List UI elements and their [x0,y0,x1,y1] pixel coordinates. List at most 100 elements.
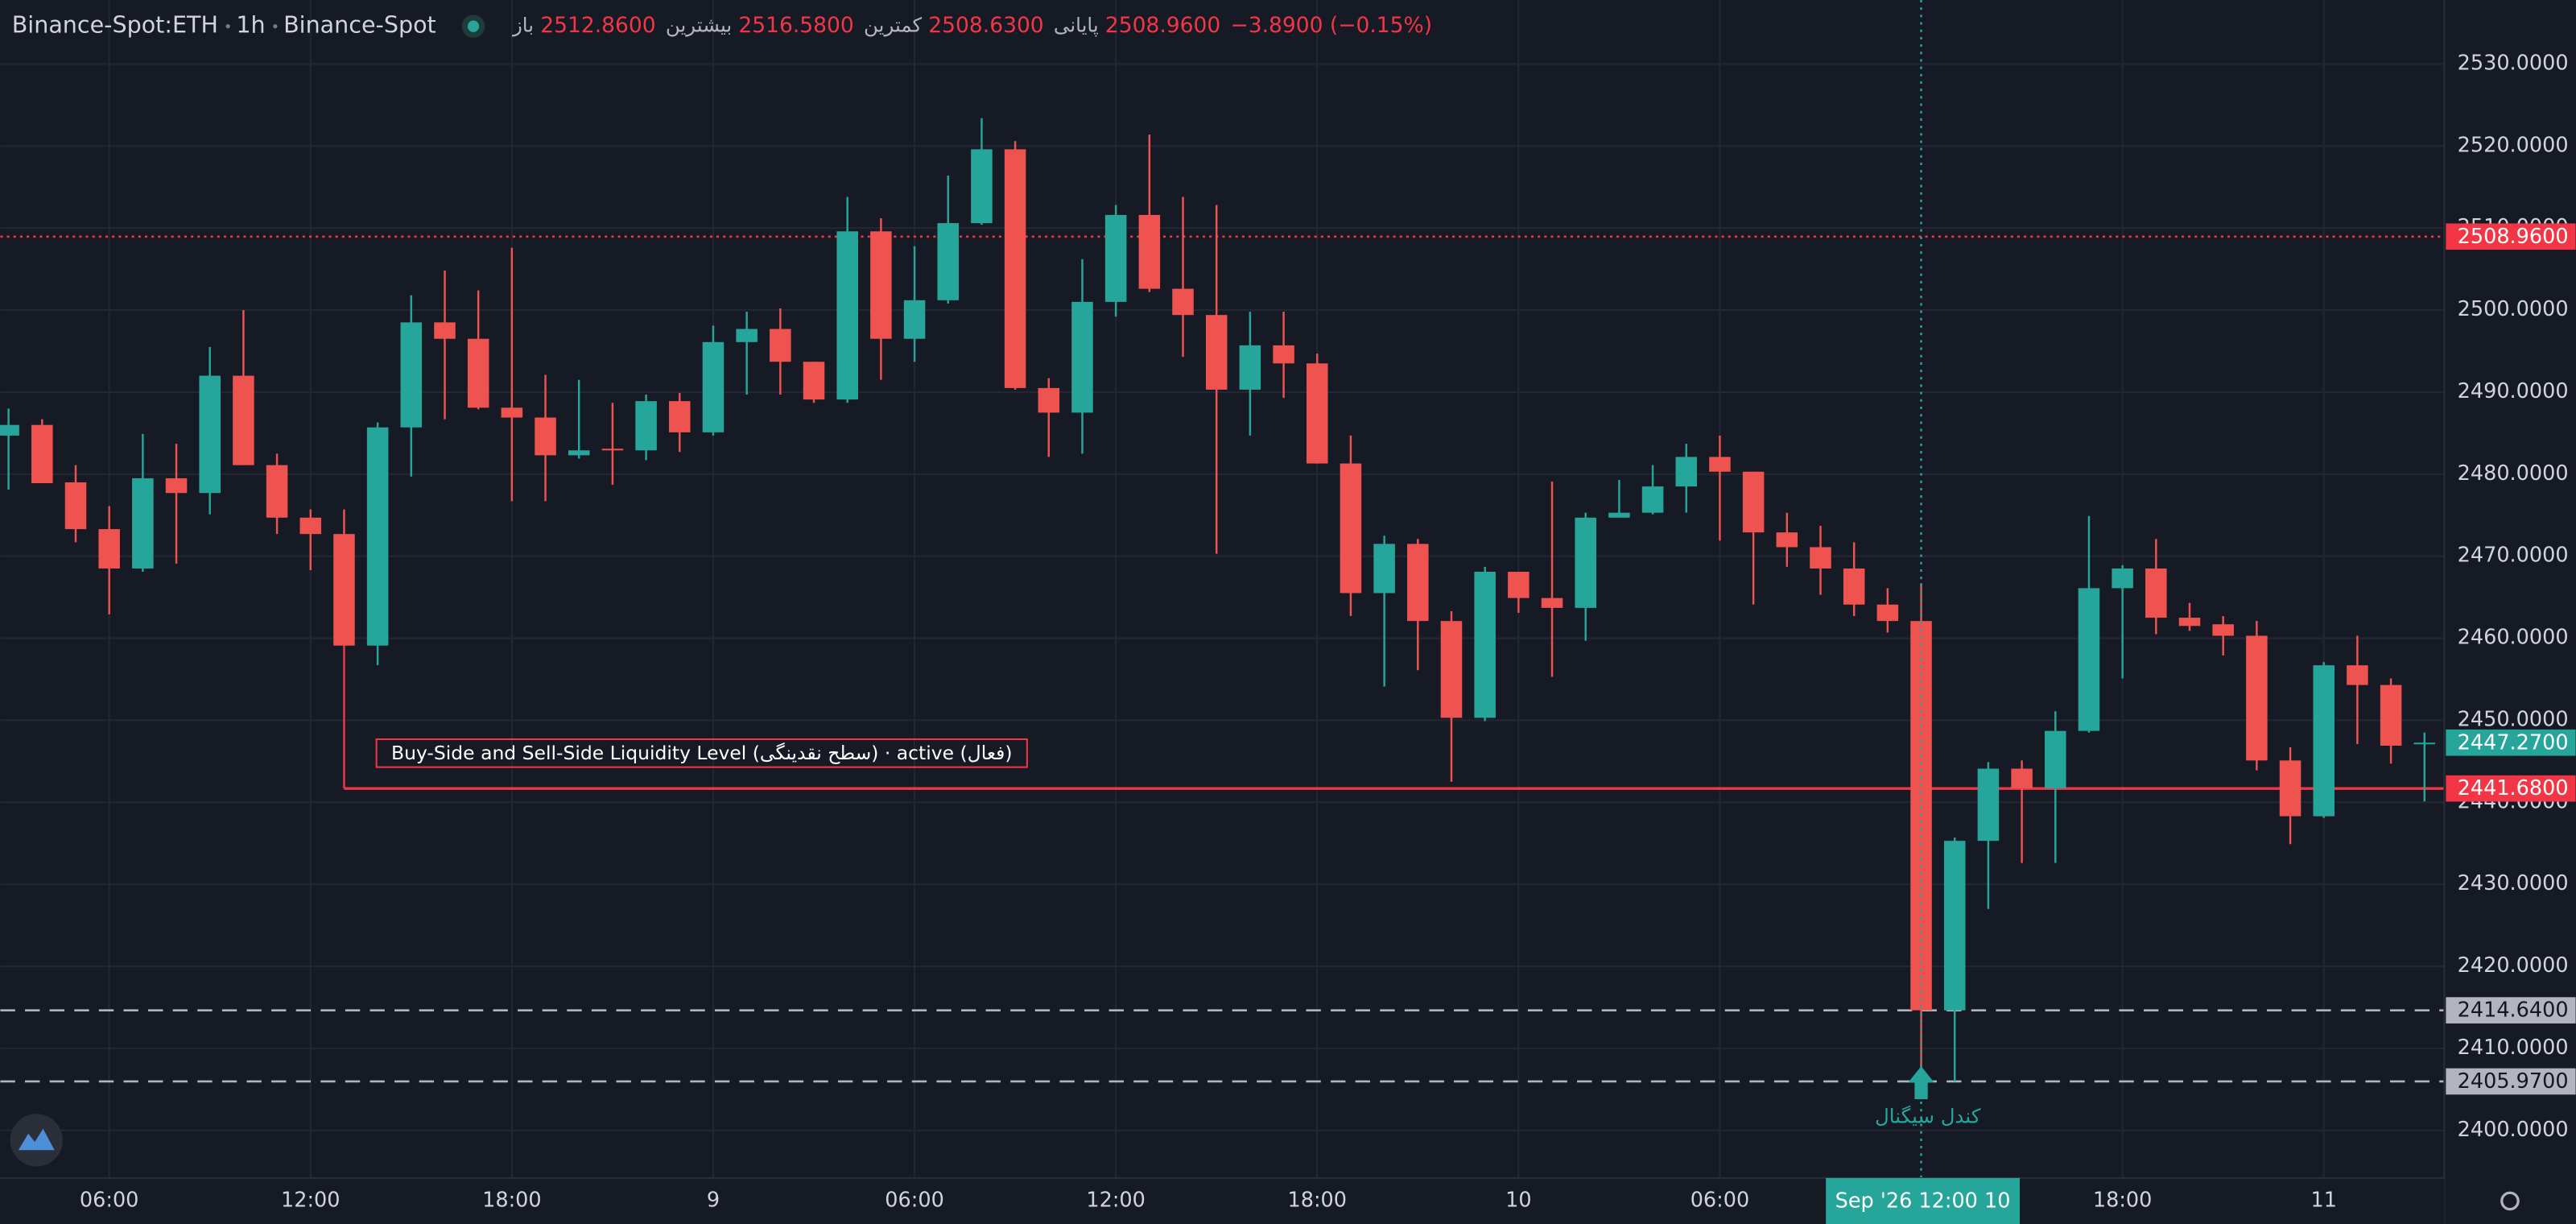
separator [273,23,278,29]
x-tick-label: 11 [2311,1188,2337,1212]
candle-body [2178,618,2201,626]
y-tick-label: 2420.0000 [2458,953,2569,978]
exchange: Binance-Spot [283,11,436,39]
x-tick-label: 9 [707,1188,720,1212]
x-tick-label: 06:00 [1690,1188,1750,1212]
candle-body [2380,684,2402,746]
ohlc-value: 2516.5800 [738,13,853,38]
candle-body [1172,288,1194,316]
ohlc-label: بیشترین [666,14,732,37]
candle-body [1876,604,1899,622]
crosshair-label-box [1826,1177,2020,1224]
candle-body [501,407,523,418]
candle-body [1508,572,1530,598]
candle-body [870,231,892,339]
candle-body [1239,345,1261,390]
candle-body [1340,463,1362,593]
signal-arrow [1908,1066,1934,1099]
y-tick-label: 2520.0000 [2458,133,2569,157]
x-tick-label: 18:00 [1288,1188,1348,1212]
y-tick-label: 2480.0000 [2458,461,2569,486]
candle-body [1373,544,1395,593]
candle-body [2011,768,2033,788]
candle-body [2212,624,2234,636]
x-tick-label: 06:00 [80,1188,139,1212]
candle-body [1138,214,1161,289]
candle-body [400,322,423,428]
price-label: 2441.6800 [2458,776,2569,800]
candle-body [1407,544,1429,622]
candle-body [1575,517,1596,608]
candle-body [1608,512,1630,518]
time-axis-panel [0,1177,2445,1224]
ohlc-value: 2512.8600 [540,13,655,38]
candle-body [31,424,53,484]
candle-body [2313,665,2334,817]
candle-body [366,427,389,646]
interval: 1h [236,11,265,39]
candle-body [1977,768,2000,842]
change: −3.8900 (−0.15%) [1230,13,1432,38]
candle-body [2145,568,2167,618]
candle-body [1071,301,1093,413]
candle-body [2279,760,2301,817]
price-label-box [2446,997,2576,1023]
candle-body [1742,471,1765,533]
candle-body [568,450,590,456]
candle-body [266,465,288,518]
candle-body [1205,315,1228,390]
candle-body [2078,588,2100,731]
x-tick-label: 12:00 [1086,1188,1146,1212]
candle-body [1541,598,1563,608]
candle-body [635,401,657,451]
candle-body [2045,730,2066,788]
candle-body [1440,621,1463,718]
candle-body [2112,568,2133,589]
x-tick-label: 18:00 [2093,1188,2153,1212]
candle-body [233,375,254,465]
x-tick-label: 06:00 [885,1188,944,1212]
status-dot [467,20,480,32]
candle-body [937,223,960,300]
price-label: 2508.9600 [2458,225,2569,249]
candle-body [299,517,322,535]
candle-body [0,424,19,436]
candle-body [165,478,188,494]
x-tick-label: 12:00 [281,1188,341,1212]
candle-body [64,482,87,530]
y-tick-label: 2400.0000 [2458,1118,2569,1142]
x-tick-label: 18:00 [482,1188,542,1212]
candle-body [199,375,221,494]
candle-body [601,449,624,451]
ohlc-label: کمترین [864,14,922,37]
candle-body [434,322,456,339]
x-tick-label: 10 [1505,1188,1531,1212]
y-tick-label: 2410.0000 [2458,1036,2569,1060]
candle-body [836,231,858,400]
price-label-box [2446,223,2576,250]
price-label-box [2446,729,2576,756]
candle-body [2413,742,2436,745]
y-tick-label: 2500.0000 [2458,297,2569,321]
candle-body [98,529,120,569]
candle-body [1038,387,1060,413]
candle-body [333,534,355,646]
signal-label: کندل سیگنال [1875,1104,1981,1127]
y-tick-label: 2530.0000 [2458,51,2569,75]
y-tick-label: 2430.0000 [2458,871,2569,895]
candle-body [1943,841,1966,1011]
level-annotation-box [375,738,1028,768]
candle-body [1675,457,1698,487]
price-label: 2414.6400 [2458,999,2569,1023]
ohlc-label: باز [511,14,534,37]
settings-icon[interactable] [2500,1191,2520,1211]
candle-body [1843,568,1865,605]
logo-glyph [18,1128,55,1151]
candle-body [467,338,489,408]
candle-body [2347,665,2368,685]
price-label: 2447.2700 [2458,730,2569,755]
y-tick-label: 2490.0000 [2458,379,2569,403]
candle-body [971,149,993,224]
candle-body [1810,547,1831,569]
